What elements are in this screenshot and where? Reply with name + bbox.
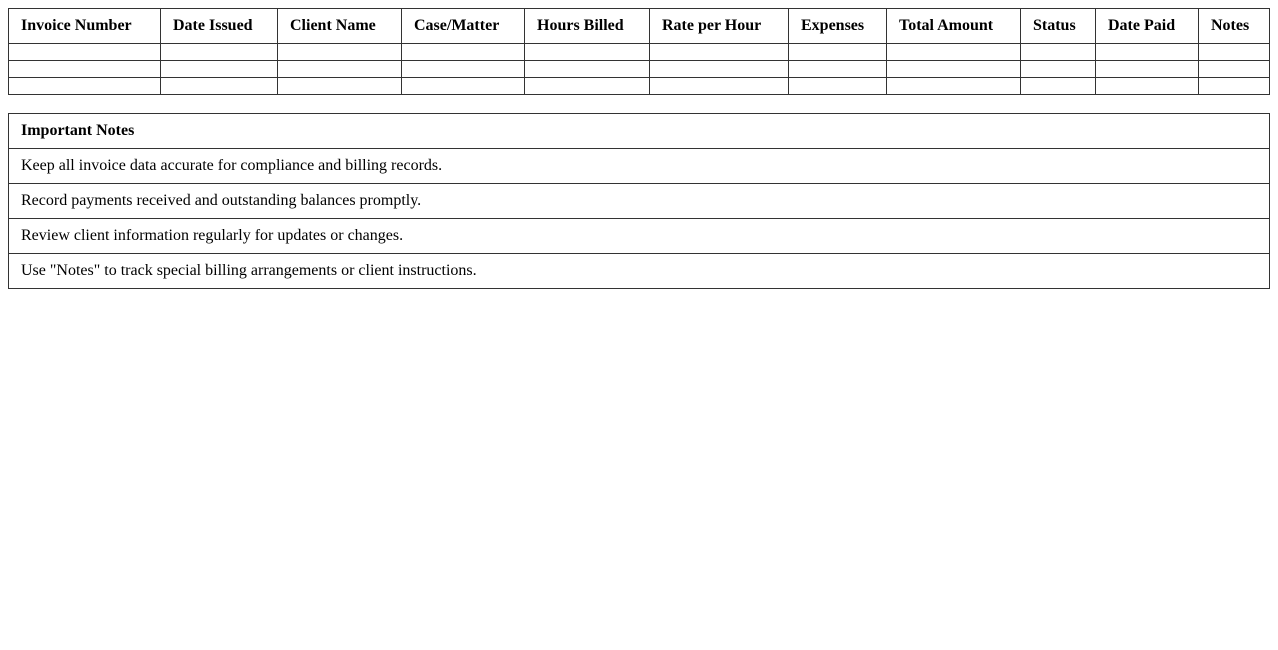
column-header: Status [1020,8,1096,44]
note-row: Keep all invoice data accurate for compl… [8,148,1270,184]
table-cell[interactable] [788,60,887,78]
column-header: Notes [1198,8,1270,44]
table-cell[interactable] [401,43,525,61]
table-row [8,60,1270,78]
column-header: Invoice Number [8,8,161,44]
table-cell[interactable] [1020,77,1096,95]
table-row [8,77,1270,95]
notes-header-row: Important Notes [8,113,1270,149]
note-item: Use "Notes" to track special billing arr… [8,253,1270,289]
column-header: Date Paid [1095,8,1199,44]
table-cell[interactable] [1095,43,1199,61]
table-cell[interactable] [8,77,161,95]
table-cell[interactable] [8,60,161,78]
table-cell[interactable] [160,77,278,95]
table-cell[interactable] [160,60,278,78]
table-cell[interactable] [886,77,1021,95]
header-row: Invoice Number Date Issued Client Name Case… [8,8,1270,44]
table-cell[interactable] [649,77,789,95]
table-cell[interactable] [1198,77,1270,95]
table-row [8,43,1270,61]
table-cell[interactable] [886,60,1021,78]
table-cell[interactable] [886,43,1021,61]
invoice-table: Invoice Number Date Issued Client Name Case… [8,8,1270,95]
table-cell[interactable] [401,60,525,78]
table-cell[interactable] [160,43,278,61]
note-item: Record payments received and outstanding… [8,183,1270,219]
important-notes-table: Important Notes Keep all invoice data ac… [8,113,1270,289]
column-header: Expenses [788,8,887,44]
table-cell[interactable] [524,77,650,95]
table-cell[interactable] [1020,43,1096,61]
note-row: Review client information regularly for … [8,218,1270,254]
table-cell[interactable] [8,43,161,61]
table-cell[interactable] [524,43,650,61]
table-cell[interactable] [649,43,789,61]
note-item: Keep all invoice data accurate for compl… [8,148,1270,184]
column-header: Client Name [277,8,402,44]
column-header: Case/Matter [401,8,525,44]
table-cell[interactable] [1095,60,1199,78]
notes-title: Important Notes [8,113,1270,149]
table-cell[interactable] [524,60,650,78]
column-header: Date Issued [160,8,278,44]
note-row: Record payments received and outstanding… [8,183,1270,219]
table-cell[interactable] [277,77,402,95]
table-cell[interactable] [788,77,887,95]
column-header: Rate per Hour [649,8,789,44]
table-cell[interactable] [1020,60,1096,78]
table-cell[interactable] [401,77,525,95]
column-header: Total Amount [886,8,1021,44]
table-cell[interactable] [1198,43,1270,61]
table-cell[interactable] [277,43,402,61]
column-header: Hours Billed [524,8,650,44]
note-item: Review client information regularly for … [8,218,1270,254]
note-row: Use "Notes" to track special billing arr… [8,253,1270,289]
table-cell[interactable] [1095,77,1199,95]
table-cell[interactable] [277,60,402,78]
table-cell[interactable] [788,43,887,61]
table-cell[interactable] [1198,60,1270,78]
table-cell[interactable] [649,60,789,78]
